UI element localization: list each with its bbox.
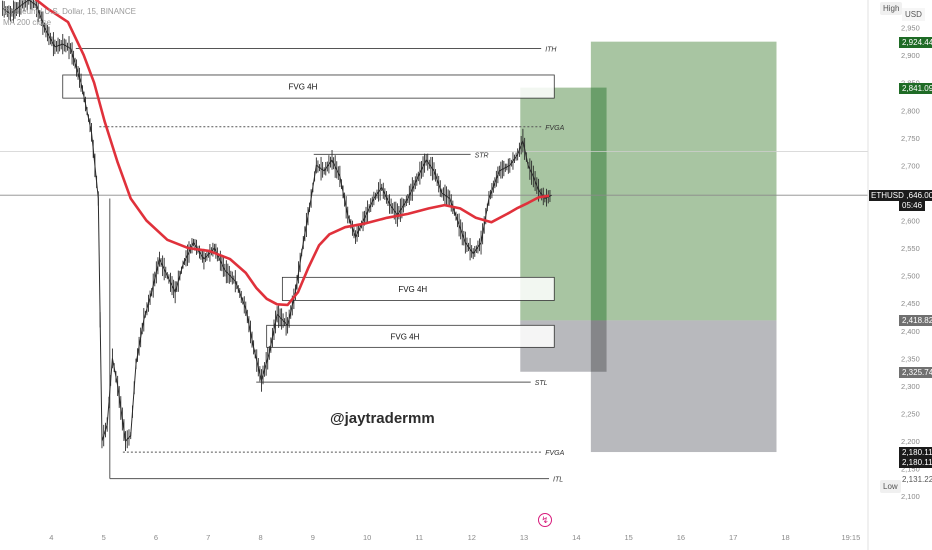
x-tick-label: 5 (102, 533, 106, 542)
price-line (2, 0, 552, 443)
currency-button[interactable]: USD (902, 8, 925, 21)
scale-low-label: Low (880, 480, 901, 493)
x-tick-label: 16 (677, 533, 685, 542)
y-tick-label: 2,300 (901, 382, 920, 391)
x-tick-label: 17 (729, 533, 737, 542)
x-tick-label: 19:15 (841, 533, 860, 542)
y-tick-label: 2,350 (901, 354, 920, 363)
horizontal-levels: ITH FVGA STR STL FVGA ITL (0, 47, 868, 484)
scale-high-label: High (880, 2, 903, 15)
y-tick-label: 2,150 (901, 465, 920, 474)
price-tag-5: 2,325.74 (899, 366, 932, 378)
level-label-fvga: FVGA (545, 450, 564, 457)
x-tick-label: 11 (415, 533, 423, 542)
price-tag-1: 2,924.44 (899, 36, 932, 48)
x-tick-label: 7 (206, 533, 210, 542)
y-tick-label: 2,100 (901, 492, 920, 501)
y-tick-label: 2,500 (901, 272, 920, 281)
symbol-tag: ETHUSD (869, 190, 906, 202)
symbol-title: Ethereum / U.S. Dollar, 15, BINANCE (3, 7, 136, 16)
price-tag-2: 2,841.09 (899, 82, 932, 94)
level-label-itl: ITL (553, 477, 563, 484)
y-tick-label: 2,800 (901, 106, 920, 115)
y-tick-label: 2,900 (901, 51, 920, 60)
x-tick-label: 15 (624, 533, 632, 542)
price-tag-3: 2,646.00 (899, 190, 932, 202)
loss-zone-overlap (590, 320, 607, 372)
loss-zone-2 (590, 320, 777, 453)
y-tick-label: 2,700 (901, 161, 920, 170)
x-tick-label: 10 (363, 533, 371, 542)
fvg-boxes: FVG 4H FVG 4H FVG 4H (62, 74, 555, 348)
x-tick-label: 8 (258, 533, 262, 542)
ma-200-line (34, 0, 550, 307)
y-tick-label: 2,750 (901, 134, 920, 143)
price-series (2, 0, 552, 451)
indicator-title: MA 200 close (3, 18, 52, 27)
lightning-icon[interactable]: ↯ (538, 513, 552, 527)
x-tick-label: 12 (468, 533, 476, 542)
y-tick-label: 2,550 (901, 244, 920, 253)
fvg-label-3: FVG 4H (390, 332, 419, 341)
y-tick-label: 2,250 (901, 410, 920, 419)
y-tick-label: 2,200 (901, 437, 920, 446)
level-label-str: STR (475, 152, 489, 159)
level-label-stl: STL (535, 380, 548, 387)
indicator-header: MA 200 close (3, 17, 51, 28)
profit-zone-overlap (590, 87, 607, 321)
fvg-box-3 (266, 324, 555, 348)
x-tick-label: 18 (781, 533, 789, 542)
x-tick-label: 4 (49, 533, 53, 542)
fvg-box-2 (281, 276, 555, 301)
bar-countdown: 05:46 (899, 200, 926, 212)
level-label-ith: ITH (545, 47, 557, 54)
ma-200-series (34, 0, 550, 307)
price-tag-6: 2,180.11 (899, 447, 932, 459)
y-tick-label: 2,450 (901, 299, 920, 308)
y-tick-label: 2,600 (901, 217, 920, 226)
y-tick-label: 2,950 (901, 24, 920, 33)
x-tick-label: 9 (311, 533, 315, 542)
fvg-label-1: FVG 4H (289, 83, 318, 92)
level-label-fvga: FVGA (545, 125, 564, 132)
x-tick-label: 13 (520, 533, 528, 542)
profit-zone-2 (590, 41, 777, 321)
price-tag-4: 2,418.82 (899, 315, 932, 327)
y-tick-label: 2,400 (901, 327, 920, 336)
watermark: @jaytradermm (330, 410, 435, 427)
symbol-header: Ethereum / U.S. Dollar, 15, BINANCE (3, 6, 136, 17)
fvg-label-2: FVG 4H (398, 285, 427, 294)
price-tag-7: 2,180.11 (899, 457, 932, 469)
x-tick-label: 6 (154, 533, 158, 542)
price-tag-8: 2,131.22 (902, 475, 932, 484)
position-zones (520, 41, 777, 453)
fvg-box-1 (62, 74, 555, 99)
x-tick-label: 14 (572, 533, 580, 542)
